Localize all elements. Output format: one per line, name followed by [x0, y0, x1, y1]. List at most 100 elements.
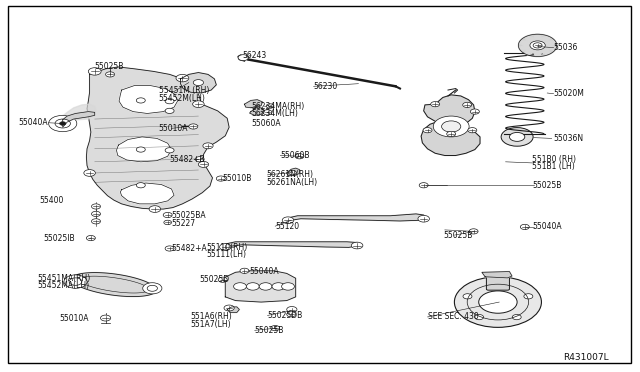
- Circle shape: [263, 110, 272, 115]
- Circle shape: [55, 119, 70, 128]
- Circle shape: [287, 307, 297, 312]
- Circle shape: [193, 80, 204, 86]
- Circle shape: [419, 183, 428, 188]
- Text: 55040A: 55040A: [532, 222, 562, 231]
- Text: 55025D: 55025D: [200, 275, 230, 284]
- Circle shape: [433, 116, 469, 137]
- Circle shape: [423, 128, 432, 133]
- Circle shape: [509, 132, 525, 141]
- Text: 56261NA(LH): 56261NA(LH): [266, 178, 317, 187]
- Polygon shape: [538, 36, 550, 45]
- Text: 55060A: 55060A: [251, 119, 280, 128]
- Circle shape: [468, 128, 477, 133]
- Circle shape: [271, 326, 280, 331]
- Text: 55020M: 55020M: [554, 89, 584, 98]
- Circle shape: [524, 294, 533, 299]
- Circle shape: [475, 314, 484, 320]
- Circle shape: [49, 115, 77, 132]
- Circle shape: [246, 283, 259, 290]
- Circle shape: [92, 211, 100, 217]
- Circle shape: [193, 101, 204, 108]
- Circle shape: [64, 275, 87, 288]
- Polygon shape: [534, 34, 541, 45]
- Polygon shape: [180, 73, 216, 93]
- Circle shape: [165, 99, 174, 104]
- Polygon shape: [518, 34, 557, 57]
- Text: 56261N(RH): 56261N(RH): [266, 170, 313, 179]
- Circle shape: [266, 104, 274, 108]
- Text: 55452M(LH): 55452M(LH): [159, 94, 205, 103]
- Text: 551A7(LH): 551A7(LH): [191, 320, 231, 329]
- Polygon shape: [538, 41, 556, 45]
- Text: 56243: 56243: [242, 51, 266, 60]
- Circle shape: [165, 246, 174, 251]
- Text: 551B1 (LH): 551B1 (LH): [532, 162, 575, 171]
- Polygon shape: [519, 41, 538, 45]
- Circle shape: [163, 212, 172, 218]
- Polygon shape: [244, 100, 262, 108]
- Circle shape: [136, 183, 145, 188]
- Circle shape: [351, 242, 363, 249]
- Text: 55482+A: 55482+A: [172, 244, 207, 253]
- Circle shape: [69, 278, 82, 285]
- Circle shape: [165, 148, 174, 153]
- Text: R431007L: R431007L: [563, 353, 609, 362]
- Circle shape: [463, 294, 472, 299]
- Circle shape: [143, 283, 162, 294]
- Circle shape: [479, 291, 517, 313]
- Circle shape: [136, 147, 145, 152]
- Circle shape: [88, 68, 101, 75]
- Text: 55120: 55120: [275, 222, 300, 231]
- Text: 55452MA(LH): 55452MA(LH): [37, 281, 89, 290]
- Polygon shape: [525, 45, 538, 55]
- Circle shape: [470, 109, 479, 114]
- Text: 56234M(LH): 56234M(LH): [251, 109, 298, 118]
- Text: 55025B: 55025B: [95, 62, 124, 71]
- Circle shape: [84, 170, 95, 176]
- Text: 55400: 55400: [40, 196, 64, 205]
- Circle shape: [295, 154, 304, 159]
- Circle shape: [198, 161, 209, 167]
- Text: 55482+B: 55482+B: [169, 155, 205, 164]
- Circle shape: [533, 43, 542, 48]
- Text: 56230: 56230: [314, 82, 338, 91]
- Polygon shape: [116, 137, 172, 162]
- Text: 55227: 55227: [172, 219, 196, 228]
- Circle shape: [289, 170, 296, 175]
- Circle shape: [216, 176, 225, 181]
- Circle shape: [234, 283, 246, 290]
- Polygon shape: [223, 242, 360, 250]
- Circle shape: [100, 315, 111, 321]
- Circle shape: [218, 277, 227, 282]
- Text: 55025DB: 55025DB: [268, 311, 303, 320]
- Polygon shape: [63, 104, 96, 124]
- Polygon shape: [86, 67, 229, 209]
- Circle shape: [92, 204, 100, 209]
- Circle shape: [92, 219, 100, 224]
- Text: 55111(LH): 55111(LH): [206, 250, 246, 259]
- Circle shape: [165, 108, 174, 113]
- Circle shape: [454, 277, 541, 327]
- Text: 55010A: 55010A: [159, 124, 188, 133]
- Text: 55040A: 55040A: [18, 118, 47, 127]
- Circle shape: [520, 224, 529, 230]
- Polygon shape: [287, 214, 426, 223]
- Circle shape: [149, 206, 161, 212]
- Circle shape: [530, 41, 545, 50]
- Text: 55025B: 55025B: [443, 231, 472, 240]
- Circle shape: [259, 283, 272, 290]
- Text: 55451MA(RH): 55451MA(RH): [37, 274, 90, 283]
- Circle shape: [189, 124, 198, 129]
- Circle shape: [147, 285, 157, 291]
- Polygon shape: [519, 45, 538, 50]
- Circle shape: [106, 72, 115, 77]
- Text: 55025BA: 55025BA: [172, 211, 206, 220]
- FancyBboxPatch shape: [486, 273, 509, 290]
- Text: 55451M (RH): 55451M (RH): [159, 86, 209, 94]
- Text: 55010B: 55010B: [223, 174, 252, 183]
- Circle shape: [463, 102, 472, 108]
- Polygon shape: [250, 108, 264, 115]
- Text: 551B0 (RH): 551B0 (RH): [532, 155, 577, 164]
- Text: 55040A: 55040A: [250, 267, 279, 276]
- Polygon shape: [482, 272, 512, 278]
